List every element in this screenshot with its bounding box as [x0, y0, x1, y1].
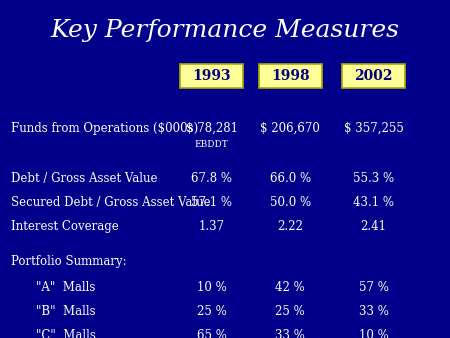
Text: 10 %: 10 %	[359, 329, 388, 338]
Text: 2.41: 2.41	[360, 220, 387, 233]
Text: 65 %: 65 %	[197, 329, 226, 338]
FancyBboxPatch shape	[180, 64, 243, 88]
Text: 2002: 2002	[354, 69, 393, 83]
Text: 1.37: 1.37	[198, 220, 225, 233]
Text: 57.1 %: 57.1 %	[191, 196, 232, 209]
Text: 42 %: 42 %	[275, 281, 305, 294]
Text: Interest Coverage: Interest Coverage	[11, 220, 119, 233]
Text: 2.22: 2.22	[277, 220, 303, 233]
Text: Key Performance Measures: Key Performance Measures	[50, 19, 400, 42]
Text: 1993: 1993	[192, 69, 231, 83]
Text: "B"  Malls: "B" Malls	[36, 305, 95, 318]
Text: "A"  Malls: "A" Malls	[36, 281, 95, 294]
Text: 10 %: 10 %	[197, 281, 226, 294]
FancyBboxPatch shape	[259, 64, 322, 88]
Text: 43.1 %: 43.1 %	[353, 196, 394, 209]
Text: 25 %: 25 %	[275, 305, 305, 318]
Text: Portfolio Summary:: Portfolio Summary:	[11, 255, 127, 268]
Text: 66.0 %: 66.0 %	[270, 171, 311, 185]
Text: 50.0 %: 50.0 %	[270, 196, 311, 209]
Text: 1998: 1998	[271, 69, 310, 83]
Text: EBDDT: EBDDT	[194, 140, 228, 149]
Text: 33 %: 33 %	[359, 305, 388, 318]
Text: $ 357,255: $ 357,255	[343, 122, 404, 135]
Text: "C"  Malls: "C" Malls	[36, 329, 96, 338]
Text: 67.8 %: 67.8 %	[191, 171, 232, 185]
FancyBboxPatch shape	[342, 64, 405, 88]
Text: 57 %: 57 %	[359, 281, 388, 294]
Text: Funds from Operations ($000s): Funds from Operations ($000s)	[11, 122, 198, 135]
Text: 33 %: 33 %	[275, 329, 305, 338]
Text: Debt / Gross Asset Value: Debt / Gross Asset Value	[11, 171, 158, 185]
Text: 55.3 %: 55.3 %	[353, 171, 394, 185]
Text: $ 78,281: $ 78,281	[185, 122, 238, 135]
Text: 25 %: 25 %	[197, 305, 226, 318]
Text: $ 206,670: $ 206,670	[260, 122, 320, 135]
Text: Secured Debt / Gross Asset Value: Secured Debt / Gross Asset Value	[11, 196, 211, 209]
